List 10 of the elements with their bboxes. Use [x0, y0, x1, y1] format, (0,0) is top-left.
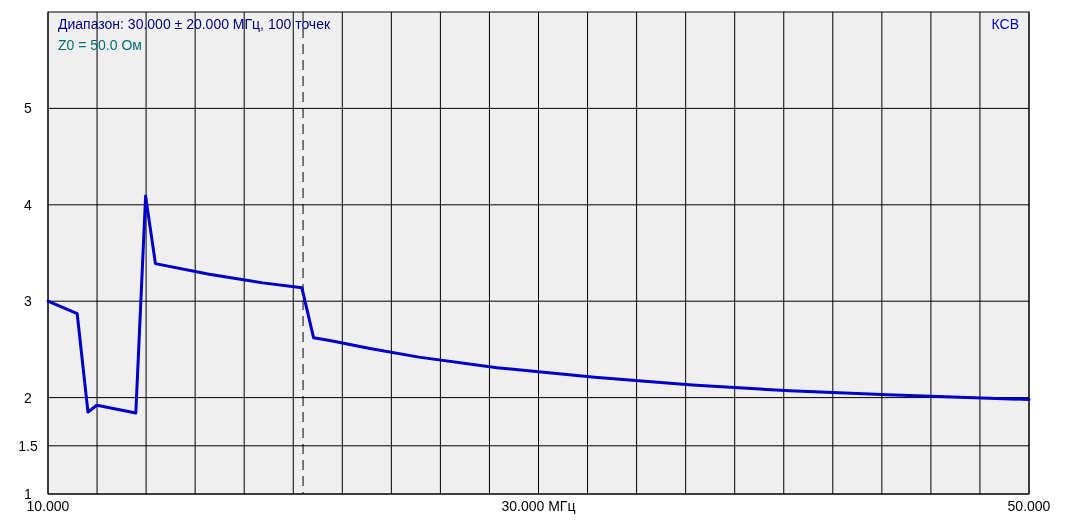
y-tick-label: 2 — [24, 389, 33, 406]
y-tick-label: 3 — [24, 293, 33, 310]
y-axis-title: КСВ — [991, 16, 1019, 32]
y-tick-label: 4 — [24, 196, 33, 213]
text: Z0 = 50.0 Ом — [58, 37, 142, 53]
line-series — [46, 194, 1031, 415]
y-tick-label: 5 — [24, 100, 33, 117]
x-tick-label: 30.000 МГц — [501, 498, 576, 514]
x-tick-label: 50.000 — [1007, 498, 1051, 514]
y-tick-label: 1.5 — [18, 437, 38, 454]
